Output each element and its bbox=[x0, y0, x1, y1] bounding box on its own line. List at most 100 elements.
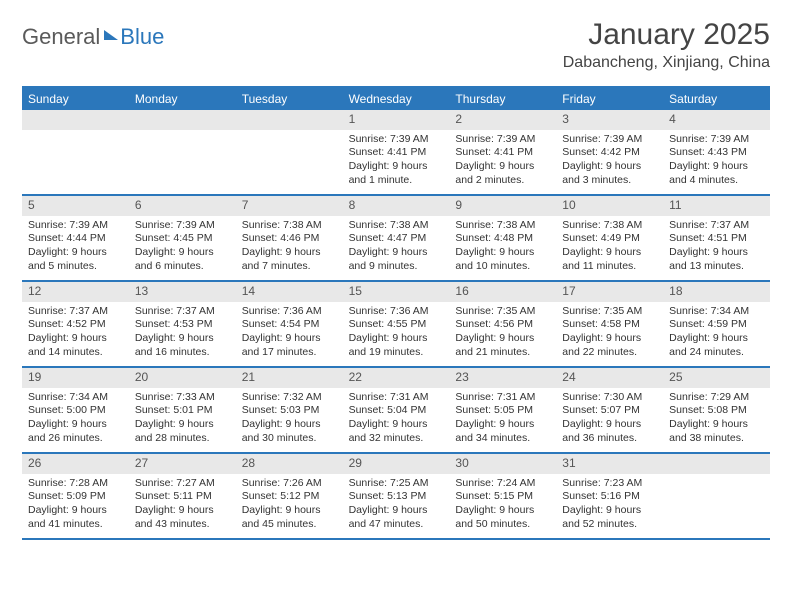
day-cell: 30Sunrise: 7:24 AMSunset: 5:15 PMDayligh… bbox=[449, 454, 556, 538]
day-body: Sunrise: 7:24 AMSunset: 5:15 PMDaylight:… bbox=[449, 474, 556, 537]
daylight-text: Daylight: 9 hours and 50 minutes. bbox=[455, 504, 550, 531]
day-body bbox=[663, 474, 770, 482]
sunrise-text: Sunrise: 7:39 AM bbox=[669, 133, 764, 147]
day-cell bbox=[663, 454, 770, 538]
sunset-text: Sunset: 5:07 PM bbox=[562, 404, 657, 418]
daylight-text: Daylight: 9 hours and 6 minutes. bbox=[135, 246, 230, 273]
daylight-text: Daylight: 9 hours and 14 minutes. bbox=[28, 332, 123, 359]
sunrise-text: Sunrise: 7:31 AM bbox=[349, 391, 444, 405]
sunset-text: Sunset: 4:55 PM bbox=[349, 318, 444, 332]
day-body: Sunrise: 7:37 AMSunset: 4:52 PMDaylight:… bbox=[22, 302, 129, 365]
day-body: Sunrise: 7:35 AMSunset: 4:56 PMDaylight:… bbox=[449, 302, 556, 365]
sunset-text: Sunset: 5:13 PM bbox=[349, 490, 444, 504]
weekday-fri: Friday bbox=[556, 88, 663, 110]
week-row: 5Sunrise: 7:39 AMSunset: 4:44 PMDaylight… bbox=[22, 194, 770, 280]
daylight-text: Daylight: 9 hours and 34 minutes. bbox=[455, 418, 550, 445]
daylight-text: Daylight: 9 hours and 13 minutes. bbox=[669, 246, 764, 273]
daylight-text: Daylight: 9 hours and 32 minutes. bbox=[349, 418, 444, 445]
daylight-text: Daylight: 9 hours and 52 minutes. bbox=[562, 504, 657, 531]
sunset-text: Sunset: 4:41 PM bbox=[349, 146, 444, 160]
sunset-text: Sunset: 4:47 PM bbox=[349, 232, 444, 246]
day-number: 4 bbox=[663, 110, 770, 130]
sunrise-text: Sunrise: 7:39 AM bbox=[562, 133, 657, 147]
sunrise-text: Sunrise: 7:39 AM bbox=[455, 133, 550, 147]
sunrise-text: Sunrise: 7:34 AM bbox=[669, 305, 764, 319]
sunrise-text: Sunrise: 7:26 AM bbox=[242, 477, 337, 491]
day-cell: 11Sunrise: 7:37 AMSunset: 4:51 PMDayligh… bbox=[663, 196, 770, 280]
sunrise-text: Sunrise: 7:37 AM bbox=[669, 219, 764, 233]
sunrise-text: Sunrise: 7:29 AM bbox=[669, 391, 764, 405]
day-body: Sunrise: 7:29 AMSunset: 5:08 PMDaylight:… bbox=[663, 388, 770, 451]
day-body: Sunrise: 7:23 AMSunset: 5:16 PMDaylight:… bbox=[556, 474, 663, 537]
day-number: 6 bbox=[129, 196, 236, 216]
day-cell: 14Sunrise: 7:36 AMSunset: 4:54 PMDayligh… bbox=[236, 282, 343, 366]
sunrise-text: Sunrise: 7:35 AM bbox=[455, 305, 550, 319]
sunset-text: Sunset: 5:11 PM bbox=[135, 490, 230, 504]
sunrise-text: Sunrise: 7:27 AM bbox=[135, 477, 230, 491]
weekday-header: Sunday Monday Tuesday Wednesday Thursday… bbox=[22, 88, 770, 110]
week-row: 26Sunrise: 7:28 AMSunset: 5:09 PMDayligh… bbox=[22, 452, 770, 538]
day-body: Sunrise: 7:34 AMSunset: 4:59 PMDaylight:… bbox=[663, 302, 770, 365]
sunrise-text: Sunrise: 7:33 AM bbox=[135, 391, 230, 405]
day-cell: 3Sunrise: 7:39 AMSunset: 4:42 PMDaylight… bbox=[556, 110, 663, 194]
day-cell bbox=[22, 110, 129, 194]
day-cell: 2Sunrise: 7:39 AMSunset: 4:41 PMDaylight… bbox=[449, 110, 556, 194]
month-title: January 2025 bbox=[563, 18, 770, 52]
day-body: Sunrise: 7:38 AMSunset: 4:48 PMDaylight:… bbox=[449, 216, 556, 279]
day-cell: 22Sunrise: 7:31 AMSunset: 5:04 PMDayligh… bbox=[343, 368, 450, 452]
sunset-text: Sunset: 4:53 PM bbox=[135, 318, 230, 332]
daylight-text: Daylight: 9 hours and 19 minutes. bbox=[349, 332, 444, 359]
day-cell: 25Sunrise: 7:29 AMSunset: 5:08 PMDayligh… bbox=[663, 368, 770, 452]
sunrise-text: Sunrise: 7:23 AM bbox=[562, 477, 657, 491]
day-cell: 26Sunrise: 7:28 AMSunset: 5:09 PMDayligh… bbox=[22, 454, 129, 538]
daylight-text: Daylight: 9 hours and 16 minutes. bbox=[135, 332, 230, 359]
sunset-text: Sunset: 4:59 PM bbox=[669, 318, 764, 332]
sunset-text: Sunset: 4:49 PM bbox=[562, 232, 657, 246]
day-cell: 13Sunrise: 7:37 AMSunset: 4:53 PMDayligh… bbox=[129, 282, 236, 366]
day-number: 2 bbox=[449, 110, 556, 130]
sunset-text: Sunset: 4:58 PM bbox=[562, 318, 657, 332]
sunset-text: Sunset: 4:42 PM bbox=[562, 146, 657, 160]
sunrise-text: Sunrise: 7:37 AM bbox=[135, 305, 230, 319]
day-body bbox=[22, 130, 129, 138]
day-number: 23 bbox=[449, 368, 556, 388]
week-row: 12Sunrise: 7:37 AMSunset: 4:52 PMDayligh… bbox=[22, 280, 770, 366]
day-cell: 12Sunrise: 7:37 AMSunset: 4:52 PMDayligh… bbox=[22, 282, 129, 366]
daylight-text: Daylight: 9 hours and 24 minutes. bbox=[669, 332, 764, 359]
day-number bbox=[663, 454, 770, 474]
day-number: 16 bbox=[449, 282, 556, 302]
day-cell: 16Sunrise: 7:35 AMSunset: 4:56 PMDayligh… bbox=[449, 282, 556, 366]
day-cell bbox=[129, 110, 236, 194]
day-number: 12 bbox=[22, 282, 129, 302]
day-body bbox=[236, 130, 343, 138]
daylight-text: Daylight: 9 hours and 11 minutes. bbox=[562, 246, 657, 273]
day-cell bbox=[236, 110, 343, 194]
sunrise-text: Sunrise: 7:24 AM bbox=[455, 477, 550, 491]
weekday-mon: Monday bbox=[129, 88, 236, 110]
day-cell: 10Sunrise: 7:38 AMSunset: 4:49 PMDayligh… bbox=[556, 196, 663, 280]
sunset-text: Sunset: 5:08 PM bbox=[669, 404, 764, 418]
day-number: 19 bbox=[22, 368, 129, 388]
day-body: Sunrise: 7:39 AMSunset: 4:41 PMDaylight:… bbox=[343, 130, 450, 193]
day-cell: 15Sunrise: 7:36 AMSunset: 4:55 PMDayligh… bbox=[343, 282, 450, 366]
day-number: 18 bbox=[663, 282, 770, 302]
title-block: January 2025 Dabancheng, Xinjiang, China bbox=[563, 18, 770, 72]
sunset-text: Sunset: 5:05 PM bbox=[455, 404, 550, 418]
day-number: 3 bbox=[556, 110, 663, 130]
daylight-text: Daylight: 9 hours and 28 minutes. bbox=[135, 418, 230, 445]
day-body: Sunrise: 7:37 AMSunset: 4:53 PMDaylight:… bbox=[129, 302, 236, 365]
logo-text-general: General bbox=[22, 24, 100, 50]
day-number: 7 bbox=[236, 196, 343, 216]
day-number bbox=[22, 110, 129, 130]
day-number: 10 bbox=[556, 196, 663, 216]
day-cell: 1Sunrise: 7:39 AMSunset: 4:41 PMDaylight… bbox=[343, 110, 450, 194]
day-number: 13 bbox=[129, 282, 236, 302]
day-cell: 21Sunrise: 7:32 AMSunset: 5:03 PMDayligh… bbox=[236, 368, 343, 452]
calendar: Sunday Monday Tuesday Wednesday Thursday… bbox=[22, 86, 770, 540]
day-body: Sunrise: 7:36 AMSunset: 4:54 PMDaylight:… bbox=[236, 302, 343, 365]
day-cell: 20Sunrise: 7:33 AMSunset: 5:01 PMDayligh… bbox=[129, 368, 236, 452]
week-row: 1Sunrise: 7:39 AMSunset: 4:41 PMDaylight… bbox=[22, 110, 770, 194]
sunrise-text: Sunrise: 7:39 AM bbox=[28, 219, 123, 233]
sunset-text: Sunset: 5:09 PM bbox=[28, 490, 123, 504]
day-body: Sunrise: 7:39 AMSunset: 4:42 PMDaylight:… bbox=[556, 130, 663, 193]
